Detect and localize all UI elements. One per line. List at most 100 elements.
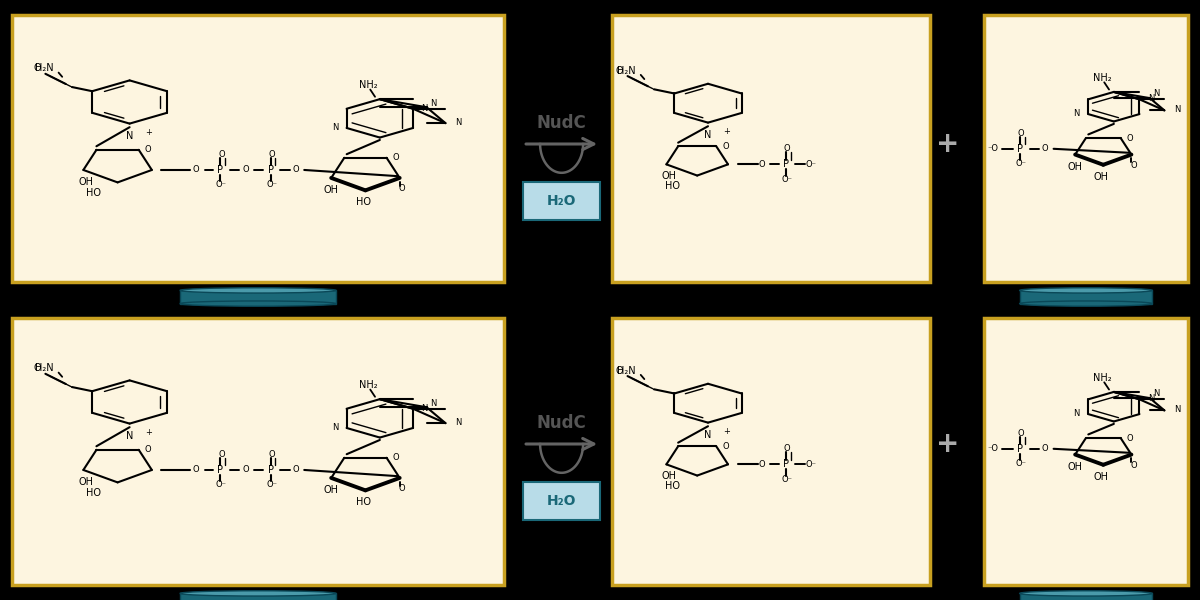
Text: O: O [392,153,400,162]
Text: HO: HO [86,488,101,498]
Text: P: P [217,165,223,175]
Text: O: O [722,142,728,151]
Text: O: O [1127,134,1133,143]
FancyBboxPatch shape [984,15,1188,282]
Text: OH: OH [1093,472,1109,482]
Text: NudC: NudC [536,414,587,432]
Text: N: N [1153,89,1160,98]
Text: ⁻O: ⁻O [988,144,998,153]
Text: O: O [616,365,623,376]
FancyBboxPatch shape [523,182,600,220]
Text: OH: OH [324,485,338,495]
Text: H₂N: H₂N [35,364,54,373]
Text: O: O [1130,461,1138,470]
Text: NH₂: NH₂ [359,380,377,390]
Text: N: N [455,118,462,127]
Ellipse shape [180,288,336,293]
Text: N: N [1074,409,1080,418]
Text: P: P [782,160,788,169]
Text: O: O [34,64,41,73]
Text: P: P [1018,144,1022,154]
Text: HO: HO [86,188,101,198]
Text: +: + [145,428,152,437]
Text: O: O [758,160,766,169]
Text: O: O [1018,128,1025,137]
Text: OH: OH [1093,172,1109,182]
Text: NudC: NudC [536,114,587,132]
Text: N: N [431,398,437,407]
Text: O: O [193,466,199,475]
Text: O: O [1042,144,1049,153]
Text: O⁻: O⁻ [1015,159,1027,168]
FancyBboxPatch shape [523,482,600,520]
Text: H₂N: H₂N [617,365,636,376]
Text: O: O [616,65,623,76]
Text: O⁻: O⁻ [266,481,277,490]
Text: P: P [268,165,274,175]
Text: O⁻: O⁻ [216,181,227,190]
Text: OH: OH [324,185,338,195]
Bar [180,290,336,304]
FancyBboxPatch shape [12,318,504,585]
Text: OH: OH [661,472,677,481]
FancyBboxPatch shape [612,15,930,282]
Text: H₂O: H₂O [547,194,576,208]
Text: P: P [217,465,223,475]
Text: +: + [936,130,960,158]
FancyBboxPatch shape [984,318,1188,585]
Bar [1020,290,1152,304]
Text: O⁻: O⁻ [216,481,227,490]
Text: O: O [784,444,791,453]
FancyBboxPatch shape [12,15,504,282]
Text: N: N [1174,406,1181,414]
Text: O⁻: O⁻ [266,181,277,190]
Ellipse shape [180,301,336,306]
Text: NH₂: NH₂ [359,80,377,90]
Text: N: N [1174,106,1181,114]
Text: O: O [398,484,406,493]
Text: O: O [1042,444,1049,454]
Text: O: O [145,445,151,454]
Text: HO: HO [665,181,680,191]
Bar [180,593,336,600]
Text: O: O [758,460,766,469]
Text: ⁻O: ⁻O [988,444,998,454]
Text: P: P [1018,444,1022,454]
Text: O: O [34,364,41,373]
Text: HO: HO [665,481,680,491]
Text: N: N [332,423,338,432]
Text: +: + [936,430,960,458]
Text: N: N [421,104,428,113]
Ellipse shape [1020,301,1152,306]
Text: OH: OH [78,477,94,487]
Text: N: N [1148,94,1154,103]
Text: O⁻: O⁻ [781,475,792,484]
Text: N: N [1074,109,1080,118]
Bar [1020,593,1152,600]
Text: N: N [704,430,712,440]
Text: O: O [784,144,791,153]
Text: N: N [126,131,133,141]
Text: N: N [332,123,338,132]
FancyBboxPatch shape [612,318,930,585]
Text: N: N [421,404,428,413]
Text: N: N [431,98,437,107]
Text: O: O [218,450,224,459]
Text: +: + [145,128,152,137]
Text: +: + [724,127,731,136]
Text: N: N [126,431,133,441]
Text: OH: OH [661,172,677,181]
Text: O: O [242,466,248,475]
Ellipse shape [1020,591,1152,596]
Text: H₂N: H₂N [617,65,636,76]
Text: NH₂: NH₂ [1092,373,1111,383]
Text: O: O [269,150,275,159]
Text: P: P [268,465,274,475]
Text: O⁻: O⁻ [805,160,816,169]
Text: O⁻: O⁻ [781,175,792,184]
Text: O: O [398,184,406,193]
Text: O: O [193,166,199,175]
Text: O: O [293,166,299,175]
Text: O: O [242,166,248,175]
Text: O: O [269,450,275,459]
